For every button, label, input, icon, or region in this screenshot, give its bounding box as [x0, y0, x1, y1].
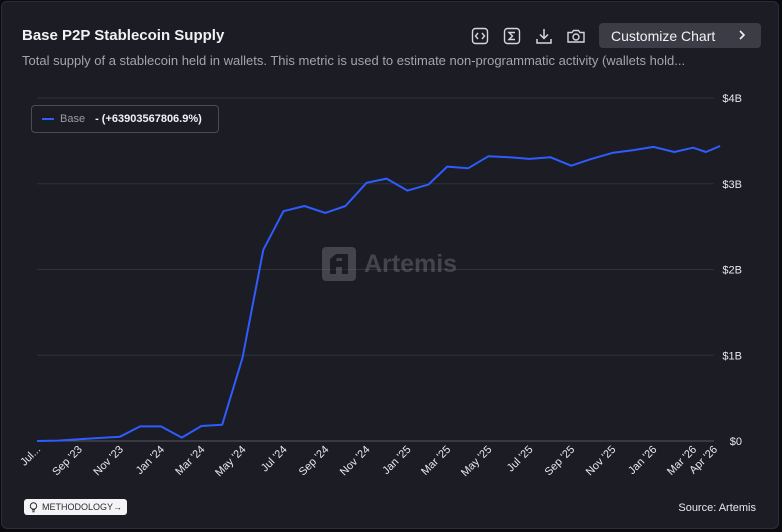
- y-axis: $0 $1B $2B $3B $4B: [722, 93, 742, 448]
- chart-title: Base P2P Stablecoin Supply: [22, 27, 225, 44]
- x-tick-label: Nov '25: [584, 444, 619, 479]
- y-tick-label: $3B: [722, 179, 742, 191]
- chart-legend[interactable]: Base - (+63903567806.9%): [31, 105, 219, 133]
- camera-icon[interactable]: [564, 24, 588, 48]
- y-tick-label: $1B: [722, 350, 742, 362]
- x-tick-label: Mar '24: [173, 444, 207, 478]
- watermark: Artemis: [322, 247, 457, 281]
- methodology-label: METHODOLOGY: [42, 502, 114, 512]
- x-tick-label: Jul '24: [259, 444, 290, 475]
- x-tick-label: May '25: [459, 444, 494, 479]
- y-tick-label: $2B: [722, 265, 742, 277]
- x-tick-label: Jul...: [18, 444, 43, 469]
- legend-series-value: - (+63903567806.9%): [95, 113, 202, 125]
- series-line-base[interactable]: [36, 145, 721, 442]
- embed-icon[interactable]: [468, 24, 492, 48]
- x-tick-label: Jan '25: [380, 444, 413, 477]
- x-tick-label: Jan '26: [626, 444, 659, 477]
- grid-lines: [37, 97, 714, 442]
- legend-swatch: [42, 118, 54, 120]
- legend-series-name: Base: [60, 113, 86, 125]
- x-tick-label: Sep '23: [50, 444, 85, 479]
- sum-icon[interactable]: [500, 24, 524, 48]
- x-axis: Jul... Sep '23 Nov '23 Jan '24 Mar '24 May '2…: [18, 444, 720, 479]
- arrow-right-icon: →: [113, 502, 123, 512]
- y-tick-label: $4B: [722, 93, 742, 105]
- source-label: Source: Artemis: [678, 502, 756, 514]
- x-tick-label: Mar '25: [419, 444, 453, 478]
- download-icon[interactable]: [532, 24, 556, 48]
- chevron-right-icon: [739, 30, 746, 40]
- x-tick-label: Jul '25: [505, 444, 536, 475]
- customize-chart-label: Customize Chart: [611, 27, 716, 44]
- series-layer: [36, 145, 721, 442]
- y-tick-label: $0: [730, 436, 742, 448]
- x-tick-label: Nov '24: [338, 444, 373, 479]
- x-tick-label: Nov '23: [91, 444, 126, 479]
- artemis-logo-icon: [322, 247, 356, 281]
- lightbulb-icon: [29, 501, 38, 512]
- x-tick-label: Sep '25: [543, 444, 578, 479]
- x-tick-label: May '24: [213, 444, 248, 479]
- x-tick-label: Sep '24: [297, 444, 332, 479]
- customize-chart-button[interactable]: Customize Chart: [599, 23, 761, 48]
- watermark-text: Artemis: [364, 249, 458, 278]
- x-tick-label: Jan '24: [134, 444, 167, 477]
- methodology-button[interactable]: METHODOLOGY →: [24, 499, 128, 515]
